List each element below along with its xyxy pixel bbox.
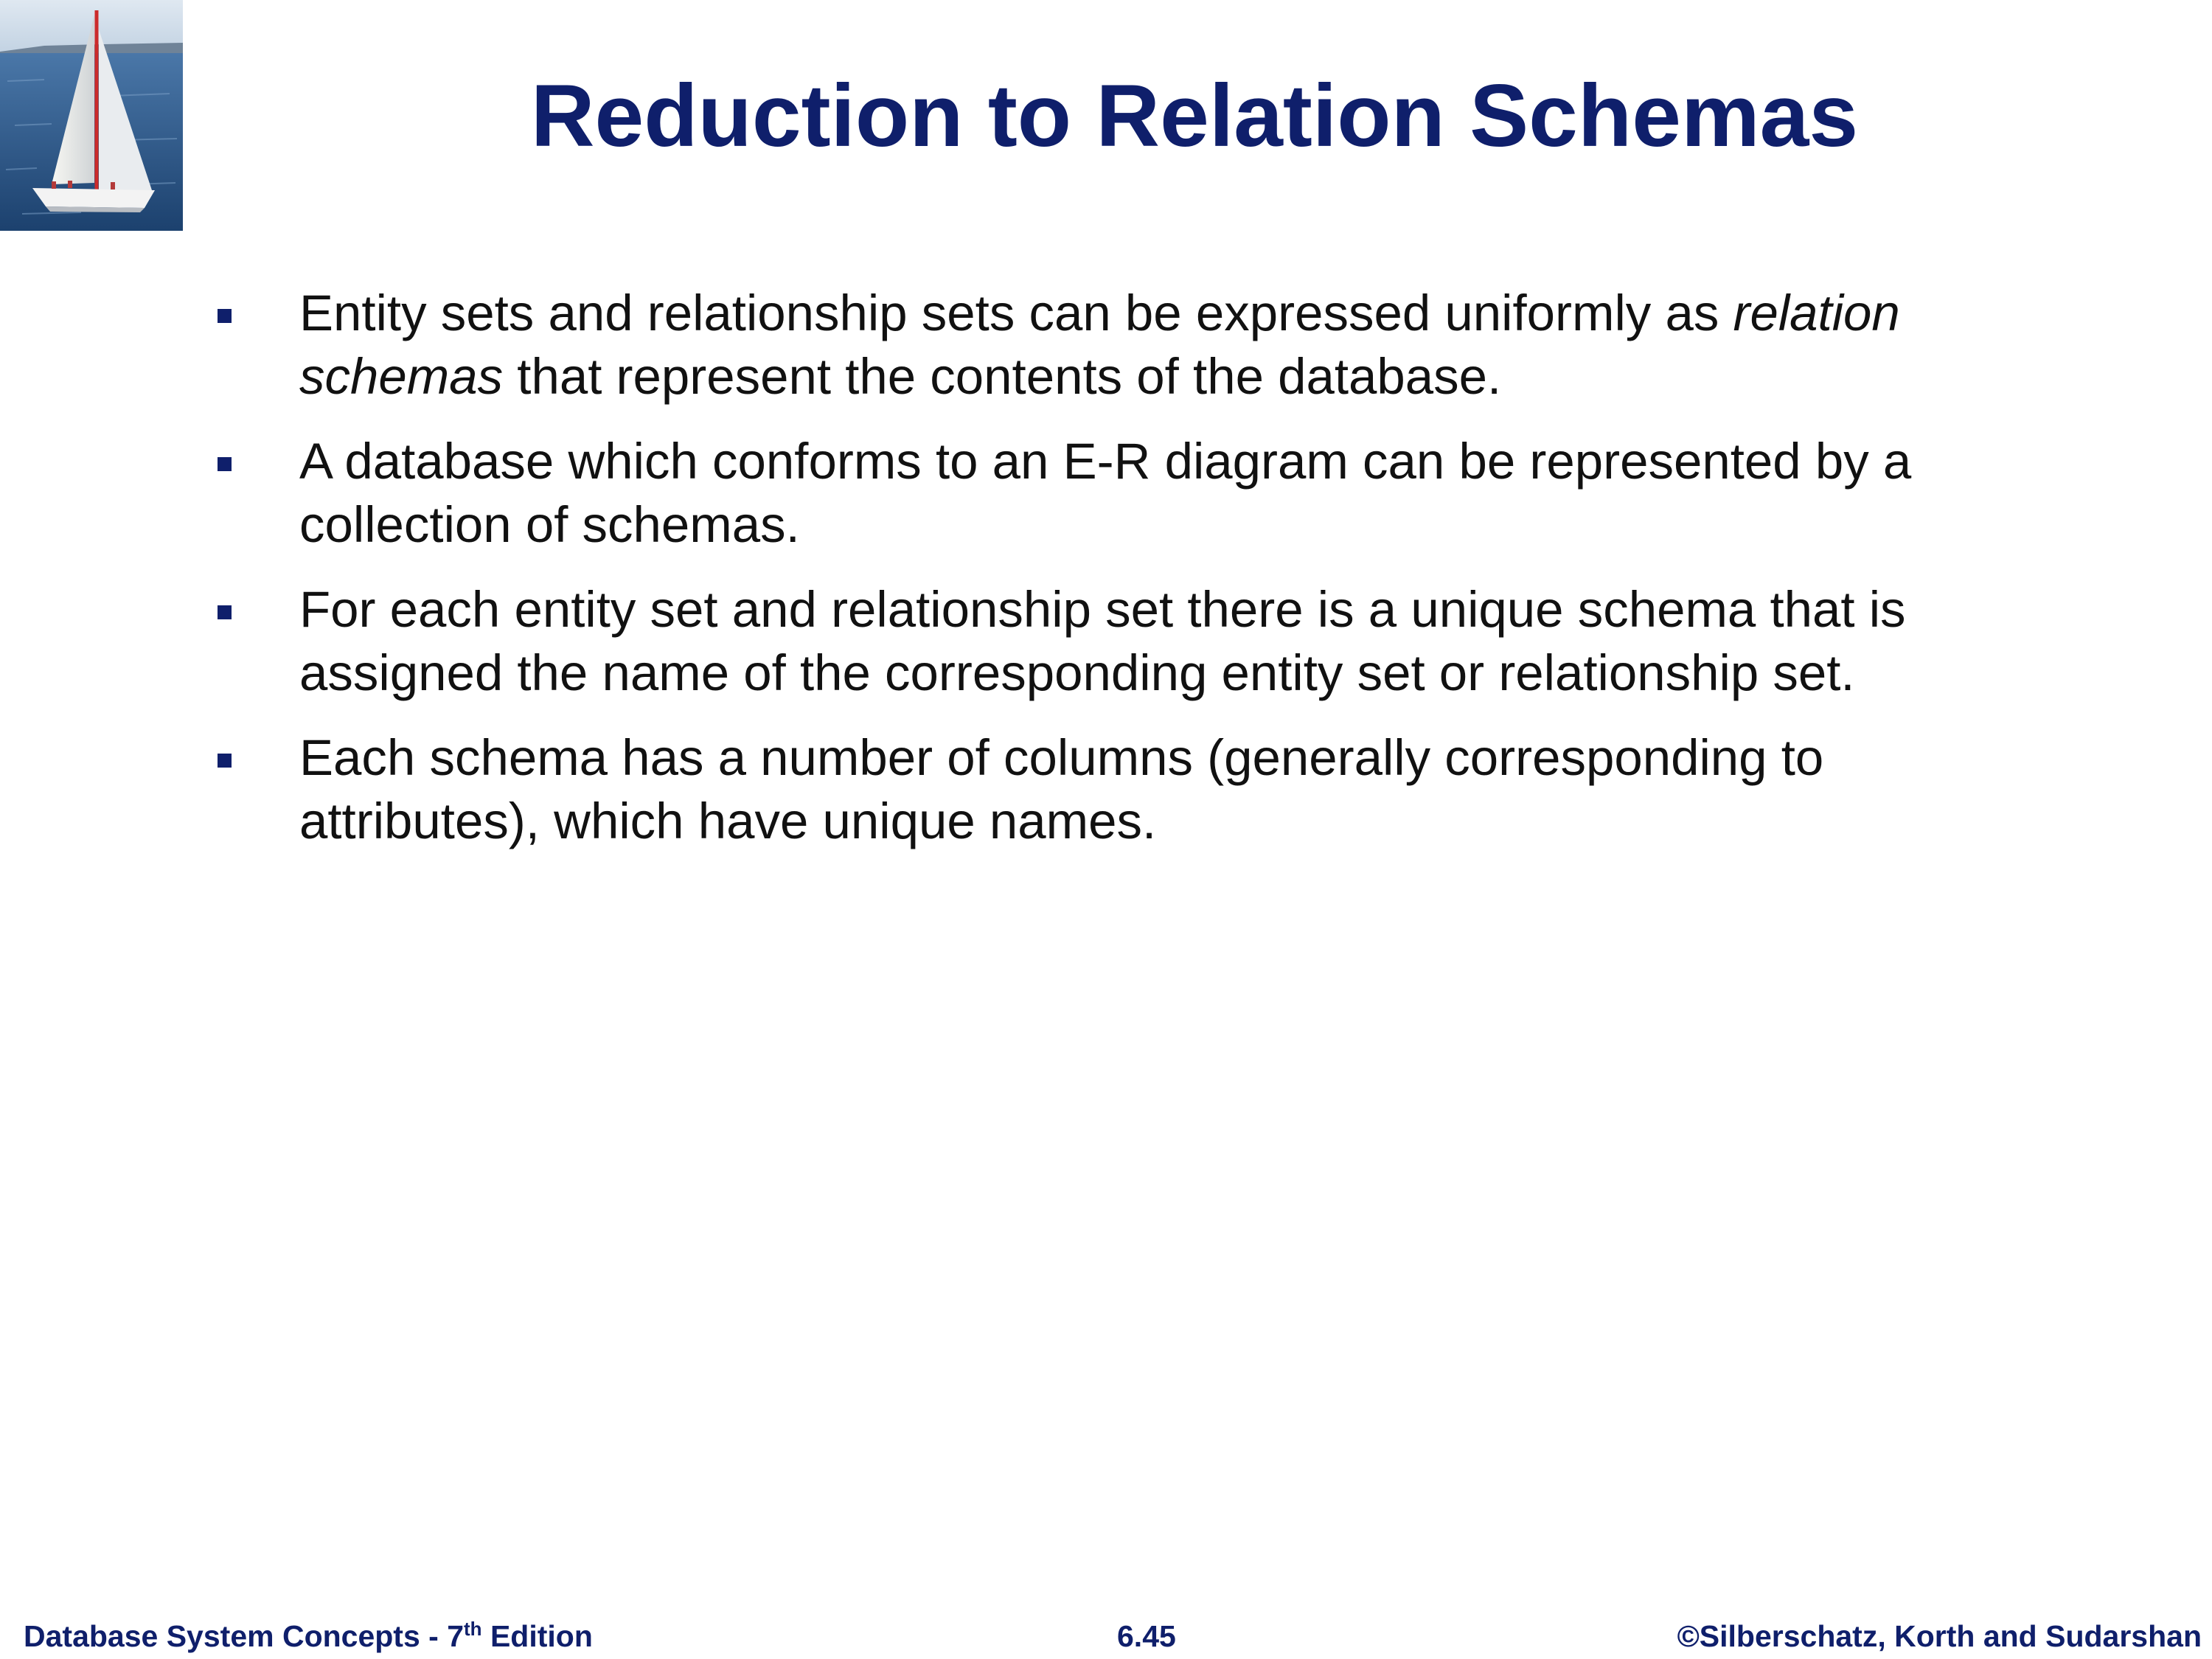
square-bullet-icon <box>218 754 232 768</box>
footer-copyright: ©Silberschatz, Korth and Sudarshan <box>1677 1619 2202 1653</box>
footer-book-title-superscript: th <box>464 1618 482 1640</box>
bullet-text: Each schema has a number of columns (gen… <box>299 729 1824 849</box>
square-bullet-icon <box>218 605 232 619</box>
bullet-text: For each entity set and relationship set… <box>299 581 1906 701</box>
footer-book-title-prefix: Database System Concepts - 7 <box>24 1619 465 1653</box>
footer-book-title-suffix: Edition <box>481 1619 593 1653</box>
sailboat-logo <box>0 0 183 231</box>
square-bullet-icon <box>218 457 232 471</box>
bullet-item: Entity sets and relationship sets can be… <box>216 282 2023 408</box>
bullet-text: that represent the contents of the datab… <box>503 348 1502 405</box>
bullet-text: A database which conforms to an E-R diag… <box>299 433 1912 553</box>
footer-page-number: 6.45 <box>1117 1619 1176 1653</box>
footer-book-title: Database System Concepts - 7th Edition <box>24 1618 593 1655</box>
bullet-item: A database which conforms to an E-R diag… <box>216 430 2023 557</box>
slide-title: Reduction to Relation Schemas <box>530 66 1859 165</box>
bullet-list: Entity sets and relationship sets can be… <box>216 282 2023 874</box>
bullet-item: Each schema has a number of columns (gen… <box>216 726 2023 853</box>
bullet-item: For each entity set and relationship set… <box>216 578 2023 705</box>
bullet-text: Entity sets and relationship sets can be… <box>299 285 1733 341</box>
square-bullet-icon <box>218 309 232 323</box>
bullet-text-emphasis: relation schemas <box>299 285 1900 405</box>
